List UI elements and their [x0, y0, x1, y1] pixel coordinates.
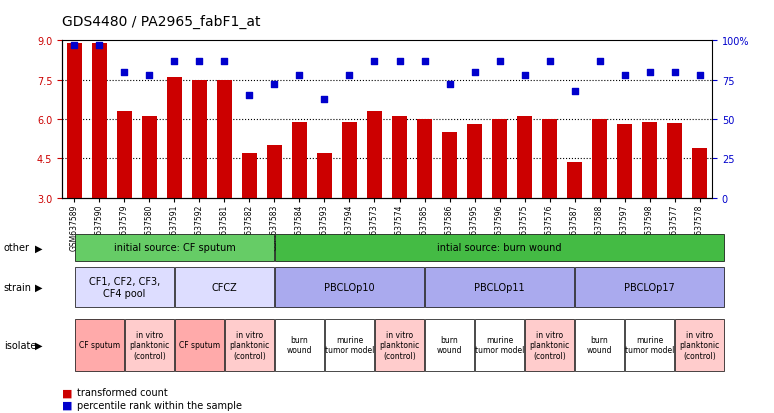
Bar [492, 120, 507, 198]
Text: in vitro
planktonic
(control): in vitro planktonic (control) [129, 330, 170, 360]
Point [218, 58, 231, 65]
Point [643, 69, 656, 76]
Point [618, 73, 631, 79]
Bar [192, 81, 207, 198]
Bar [292, 122, 307, 198]
Point [368, 58, 381, 65]
Point [194, 58, 206, 65]
Text: burn
wound: burn wound [587, 335, 612, 354]
Bar [642, 122, 657, 198]
Text: PBCLOp11: PBCLOp11 [474, 282, 525, 292]
Bar [217, 81, 232, 198]
Bar [142, 117, 157, 198]
Bar [442, 133, 457, 198]
Text: CF1, CF2, CF3,
CF4 pool: CF1, CF2, CF3, CF4 pool [89, 276, 160, 298]
Text: murine
tumor model: murine tumor model [325, 335, 374, 354]
Point [168, 58, 180, 65]
Text: other: other [4, 243, 30, 253]
Point [93, 43, 105, 49]
Bar [592, 120, 607, 198]
Point [468, 69, 481, 76]
Bar [517, 117, 532, 198]
Text: CF sputum: CF sputum [79, 340, 120, 349]
Text: murine
tumor model: murine tumor model [474, 335, 524, 354]
Bar [92, 44, 107, 198]
Point [243, 93, 255, 100]
Bar [317, 154, 332, 198]
Text: isolate: isolate [4, 340, 36, 350]
Point [269, 82, 281, 88]
Bar [367, 112, 382, 198]
Text: in vitro
planktonic
(control): in vitro planktonic (control) [229, 330, 269, 360]
Bar [67, 44, 82, 198]
Text: ▶: ▶ [35, 340, 43, 350]
Point [418, 58, 430, 65]
Text: ▶: ▶ [35, 243, 43, 253]
Bar [267, 146, 282, 198]
Point [68, 43, 80, 49]
Bar [417, 120, 432, 198]
Bar [467, 125, 482, 198]
Text: PBCLOp17: PBCLOp17 [624, 282, 675, 292]
Point [344, 73, 356, 79]
Text: ■: ■ [62, 400, 73, 410]
Bar [242, 154, 257, 198]
Bar [392, 117, 407, 198]
Text: in vitro
planktonic
(control): in vitro planktonic (control) [680, 330, 720, 360]
Text: initial source: CF sputum: initial source: CF sputum [114, 243, 235, 253]
Text: CFCZ: CFCZ [211, 282, 238, 292]
Point [444, 82, 456, 88]
Point [393, 58, 406, 65]
Bar [542, 120, 557, 198]
Bar [567, 163, 582, 198]
Point [493, 58, 505, 65]
Text: intial source: burn wound: intial source: burn wound [437, 243, 562, 253]
Point [118, 69, 131, 76]
Point [519, 73, 531, 79]
Bar [117, 112, 132, 198]
Text: PBCLOp10: PBCLOp10 [324, 282, 375, 292]
Point [143, 73, 156, 79]
Text: murine
tumor model: murine tumor model [625, 335, 674, 354]
Bar [167, 78, 182, 198]
Point [318, 96, 330, 103]
Text: transformed count: transformed count [77, 387, 168, 397]
Text: burn
wound: burn wound [286, 335, 312, 354]
Text: ▶: ▶ [35, 282, 43, 292]
Text: percentile rank within the sample: percentile rank within the sample [77, 400, 242, 410]
Point [543, 58, 556, 65]
Text: in vitro
planktonic
(control): in vitro planktonic (control) [529, 330, 570, 360]
Bar [342, 122, 357, 198]
Text: ■: ■ [62, 387, 73, 397]
Text: CF sputum: CF sputum [179, 340, 220, 349]
Text: strain: strain [4, 282, 32, 292]
Point [669, 69, 681, 76]
Bar [667, 124, 682, 198]
Point [694, 73, 706, 79]
Text: in vitro
planktonic
(control): in vitro planktonic (control) [379, 330, 420, 360]
Bar [692, 149, 707, 198]
Text: GDS4480 / PA2965_fabF1_at: GDS4480 / PA2965_fabF1_at [62, 15, 260, 29]
Point [293, 73, 306, 79]
Text: burn
wound: burn wound [437, 335, 462, 354]
Point [568, 88, 580, 95]
Point [594, 58, 606, 65]
Bar [617, 125, 632, 198]
